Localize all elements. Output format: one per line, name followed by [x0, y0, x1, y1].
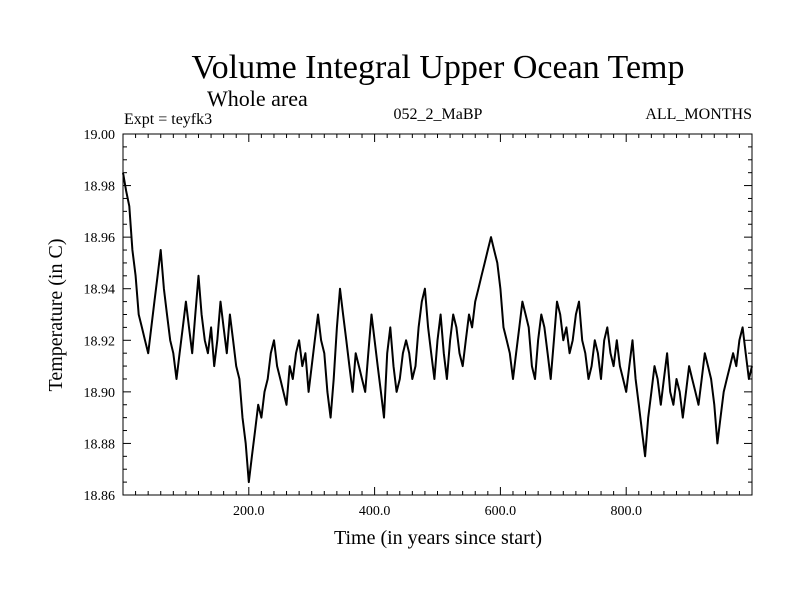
y-tick-label: 19.00 — [84, 128, 116, 143]
axis-ticks — [123, 133, 752, 496]
axis-tick-labels: 200.0 400.0 600.0 800.0 18.86 18.88 18.90 18.92… — [84, 128, 642, 519]
run-label: 052_2_MaBP — [394, 106, 483, 123]
x-tick-label: 200.0 — [233, 504, 265, 519]
chart-title: Volume Integral Upper Ocean Temp — [192, 49, 685, 86]
y-tick-label: 18.88 — [84, 437, 116, 452]
y-tick-label: 18.90 — [84, 386, 116, 401]
experiment-label: Expt = teyfk3 — [124, 111, 212, 128]
x-axis-label: Time (in years since start) — [334, 527, 542, 549]
chart-subtitle: Whole area — [207, 86, 308, 111]
y-tick-label: 18.98 — [84, 180, 116, 195]
x-tick-label: 600.0 — [485, 504, 517, 519]
x-tick-label: 400.0 — [359, 504, 391, 519]
x-tick-label: 800.0 — [610, 504, 642, 519]
y-axis-label: Temperature (in C) — [45, 239, 67, 392]
plot-frame — [122, 133, 753, 496]
y-tick-label: 18.96 — [84, 231, 116, 246]
y-tick-label: 18.86 — [84, 489, 116, 504]
months-label: ALL_MONTHS — [645, 106, 752, 123]
series-line — [122, 172, 753, 484]
y-tick-label: 18.92 — [84, 334, 116, 349]
y-tick-label: 18.94 — [84, 283, 116, 298]
